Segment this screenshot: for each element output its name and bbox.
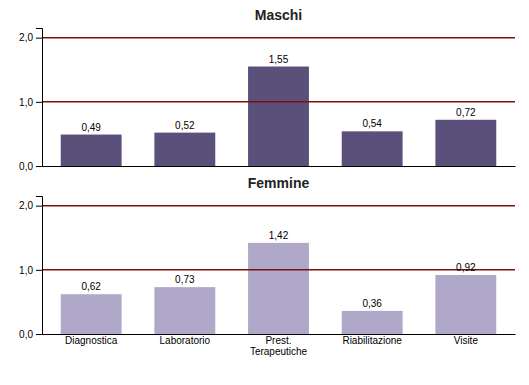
tick-mark bbox=[36, 38, 42, 39]
tick: 2,0 bbox=[19, 200, 42, 211]
tick-label: Prest.Terapeutiche bbox=[250, 335, 308, 357]
tick-label: 0,0 bbox=[19, 161, 33, 172]
tick-label: Laboratorio bbox=[160, 335, 211, 346]
tick-mark bbox=[36, 102, 42, 103]
reference-line bbox=[42, 205, 515, 207]
bar bbox=[342, 311, 403, 334]
panel: Maschi 0,49 0,52 1,55 0,54 0,72 0,0 1,0 2,0 bbox=[19, 7, 515, 172]
tick-mark bbox=[36, 334, 42, 335]
chart-svg: Maschi 0,49 0,52 1,55 0,54 0,72 0,0 1,0 2,0 Femmi… bbox=[0, 0, 529, 385]
data-label: 0,62 bbox=[81, 281, 101, 292]
tick: Visite bbox=[454, 335, 479, 346]
tick: 2,0 bbox=[19, 32, 42, 43]
axis-line bbox=[43, 166, 516, 167]
data-label: 0,36 bbox=[362, 298, 382, 309]
tick: Diagnostica bbox=[65, 335, 118, 346]
data-label: 1,42 bbox=[269, 230, 289, 241]
title: Femmine bbox=[248, 175, 310, 191]
tick-label: 1,0 bbox=[19, 97, 33, 108]
tick: 0,0 bbox=[19, 161, 42, 172]
axis-line bbox=[36, 197, 43, 335]
data-label: 0,52 bbox=[175, 120, 195, 131]
data-label: 0,49 bbox=[81, 122, 101, 133]
reference-line bbox=[42, 101, 515, 103]
tick-label: 2,0 bbox=[19, 200, 33, 211]
bar bbox=[61, 294, 122, 334]
tick: 1,0 bbox=[19, 97, 42, 108]
data-label: 0,72 bbox=[456, 107, 476, 118]
tick-label: 1,0 bbox=[19, 265, 33, 276]
bar bbox=[435, 275, 496, 334]
bar bbox=[435, 120, 496, 166]
tick-label: Visite bbox=[454, 335, 479, 346]
bar bbox=[61, 135, 122, 166]
bar bbox=[154, 133, 215, 166]
x-axis: Diagnostica Laboratorio Prest.Terapeutiche… bbox=[43, 335, 516, 358]
bar bbox=[342, 131, 403, 166]
reference-line bbox=[42, 37, 515, 39]
bar bbox=[248, 67, 309, 166]
plot-area bbox=[42, 38, 515, 166]
tick-mark bbox=[36, 166, 42, 167]
title: Maschi bbox=[255, 7, 302, 23]
tick: Riabilitazione bbox=[342, 335, 402, 346]
panel: Femmine 0,62 0,73 1,42 0,36 0,92 0,0 1,0 2,0 Diag… bbox=[19, 175, 515, 357]
plot-area bbox=[42, 206, 515, 334]
tick-mark bbox=[36, 206, 42, 207]
tick-label: 0,0 bbox=[19, 329, 33, 340]
tick: Prest.Terapeutiche bbox=[250, 335, 308, 357]
reference-line bbox=[42, 269, 515, 271]
data-label: 0,73 bbox=[175, 274, 195, 285]
data-label: 0,54 bbox=[362, 118, 382, 129]
bar bbox=[248, 243, 309, 334]
tick: Laboratorio bbox=[160, 335, 211, 346]
tick-label: Riabilitazione bbox=[342, 335, 402, 346]
tick: 0,0 bbox=[19, 329, 42, 340]
y-axis: 0,0 1,0 2,0 bbox=[19, 29, 42, 172]
bar bbox=[154, 287, 215, 334]
tick-mark bbox=[36, 270, 42, 271]
tick-label: Diagnostica bbox=[65, 335, 118, 346]
tick: 1,0 bbox=[19, 265, 42, 276]
data-label: 1,55 bbox=[269, 54, 289, 65]
data-label: 0,92 bbox=[456, 262, 476, 273]
y-axis: 0,0 1,0 2,0 bbox=[19, 197, 42, 340]
tick-label: 2,0 bbox=[19, 32, 33, 43]
x-axis bbox=[43, 166, 516, 167]
axis-line bbox=[36, 29, 43, 167]
